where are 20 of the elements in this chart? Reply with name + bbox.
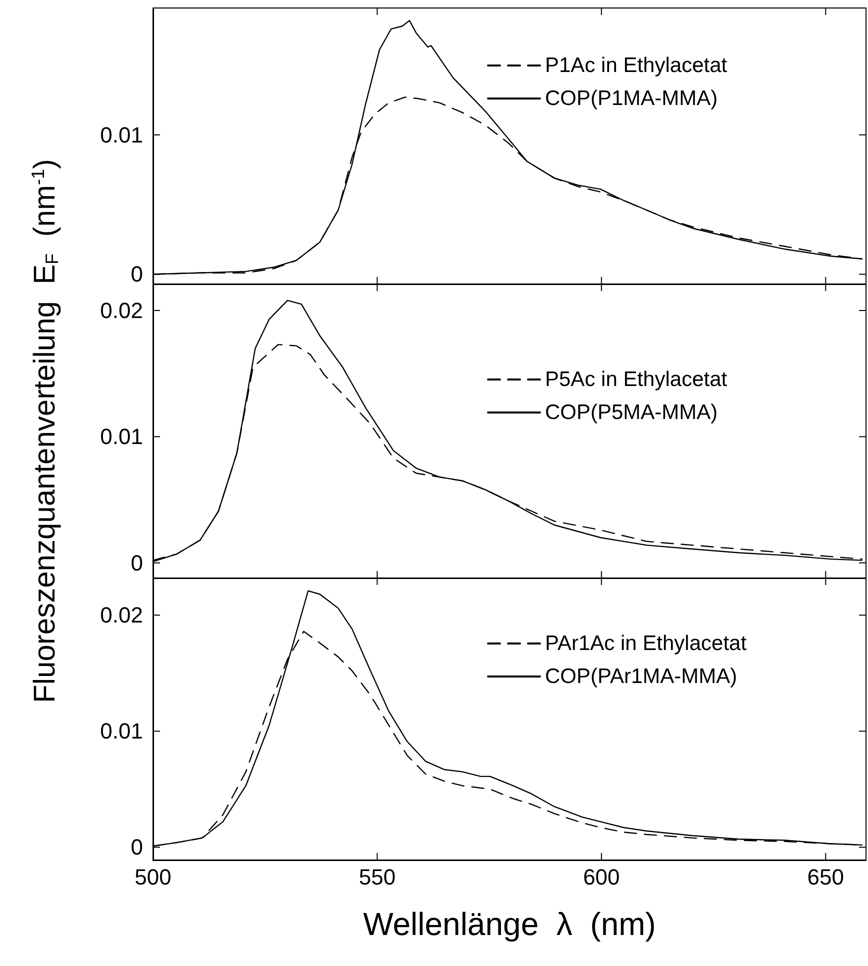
x-tick-label: 650 bbox=[807, 864, 844, 890]
legend-label: P5Ac in Ethylacetat bbox=[545, 368, 728, 391]
y-tick-label: 0 bbox=[130, 550, 143, 576]
y-tick-label: 0.01 bbox=[100, 718, 143, 744]
legend-label: COP(P5MA-MMA) bbox=[545, 401, 718, 424]
y-axis-title: Fluoreszenzquantenverteilung EF (nm-1) bbox=[28, 159, 62, 703]
x-tick-label: 500 bbox=[134, 864, 172, 890]
y-tick-label: 0 bbox=[130, 262, 143, 287]
legend-label: P1Ac in Ethylacetat bbox=[545, 54, 728, 77]
y-tick-label: 0 bbox=[130, 834, 143, 860]
y-tick-label: 0.02 bbox=[100, 298, 143, 323]
legend-label: PAr1Ac in Ethylacetat bbox=[545, 632, 747, 655]
x-tick-label: 600 bbox=[583, 864, 620, 890]
x-axis-title: Wellenlänge λ (nm) bbox=[363, 906, 656, 942]
legend-label: COP(P1MA-MMA) bbox=[545, 87, 718, 110]
y-tick-label: 0.01 bbox=[100, 424, 143, 450]
legend-label: COP(PAr1MA-MMA) bbox=[545, 665, 738, 688]
x-tick-label: 550 bbox=[358, 864, 396, 890]
y-tick-label: 0.02 bbox=[100, 602, 143, 628]
y-tick-label: 0.01 bbox=[100, 122, 143, 148]
